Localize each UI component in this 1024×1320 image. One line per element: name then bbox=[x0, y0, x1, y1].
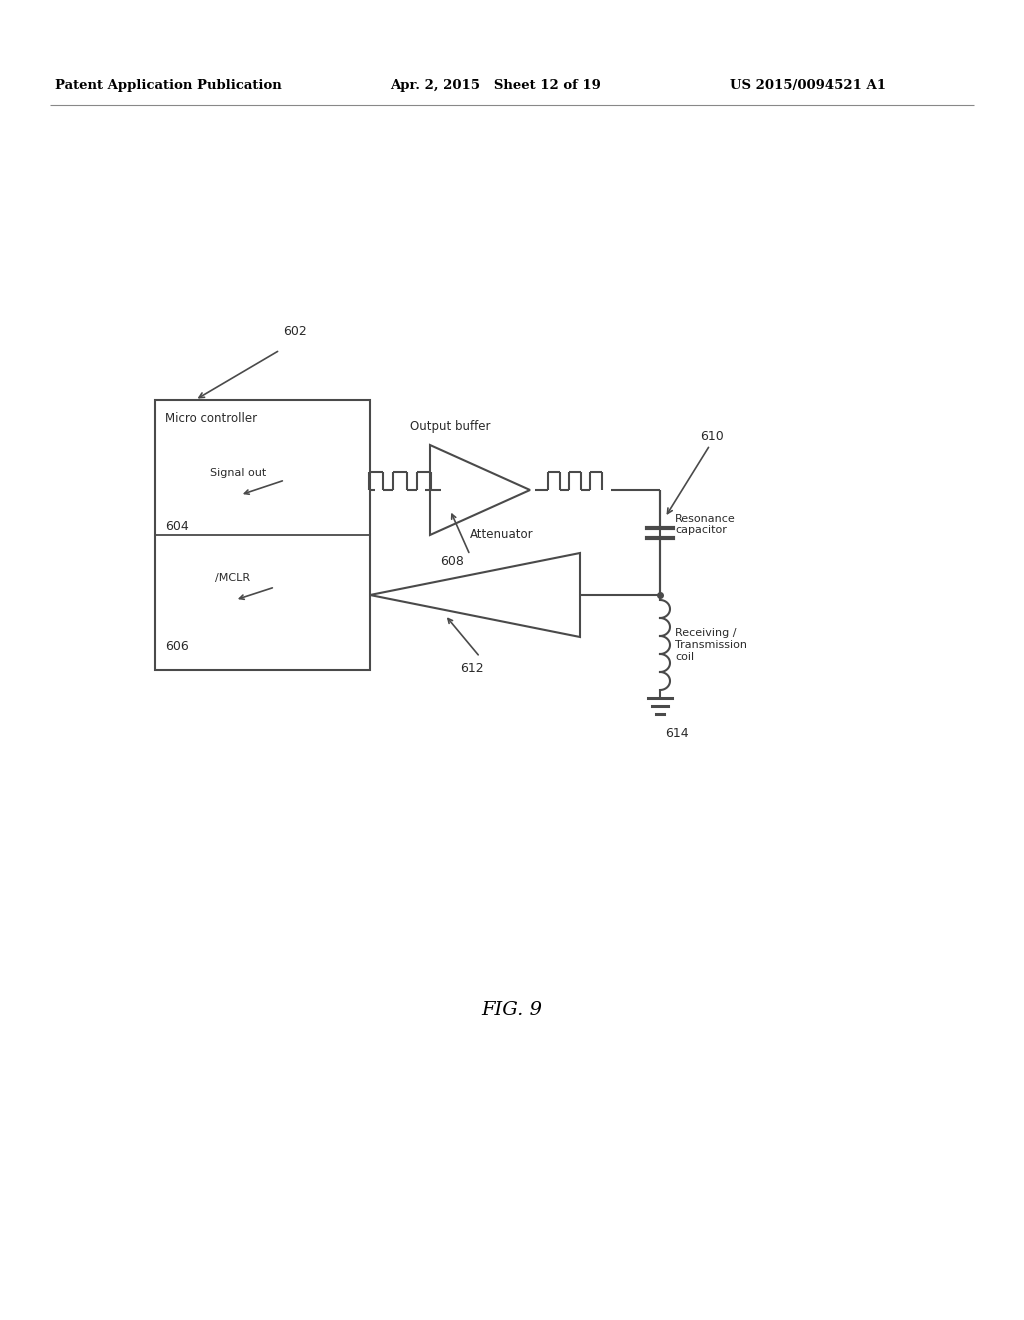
Text: FIG. 9: FIG. 9 bbox=[481, 1001, 543, 1019]
Text: US 2015/0094521 A1: US 2015/0094521 A1 bbox=[730, 78, 886, 91]
Text: Signal out: Signal out bbox=[210, 469, 266, 478]
Bar bbox=[155, 400, 370, 671]
Text: Patent Application Publication: Patent Application Publication bbox=[55, 78, 282, 91]
Text: 608: 608 bbox=[440, 554, 464, 568]
Text: Resonance
capacitor: Resonance capacitor bbox=[675, 513, 736, 536]
Text: Apr. 2, 2015   Sheet 12 of 19: Apr. 2, 2015 Sheet 12 of 19 bbox=[390, 78, 601, 91]
Text: Micro controller: Micro controller bbox=[165, 412, 257, 425]
Text: Attenuator: Attenuator bbox=[470, 528, 534, 541]
Text: 604: 604 bbox=[165, 520, 188, 533]
Text: 610: 610 bbox=[700, 430, 724, 444]
Text: 602: 602 bbox=[283, 325, 307, 338]
Text: Output buffer: Output buffer bbox=[410, 420, 490, 433]
Text: 606: 606 bbox=[165, 640, 188, 653]
Text: 612: 612 bbox=[460, 663, 483, 675]
Text: Receiving /
Transmission
coil: Receiving / Transmission coil bbox=[675, 628, 746, 661]
Text: /MCLR: /MCLR bbox=[215, 573, 250, 583]
Text: 614: 614 bbox=[665, 727, 688, 741]
